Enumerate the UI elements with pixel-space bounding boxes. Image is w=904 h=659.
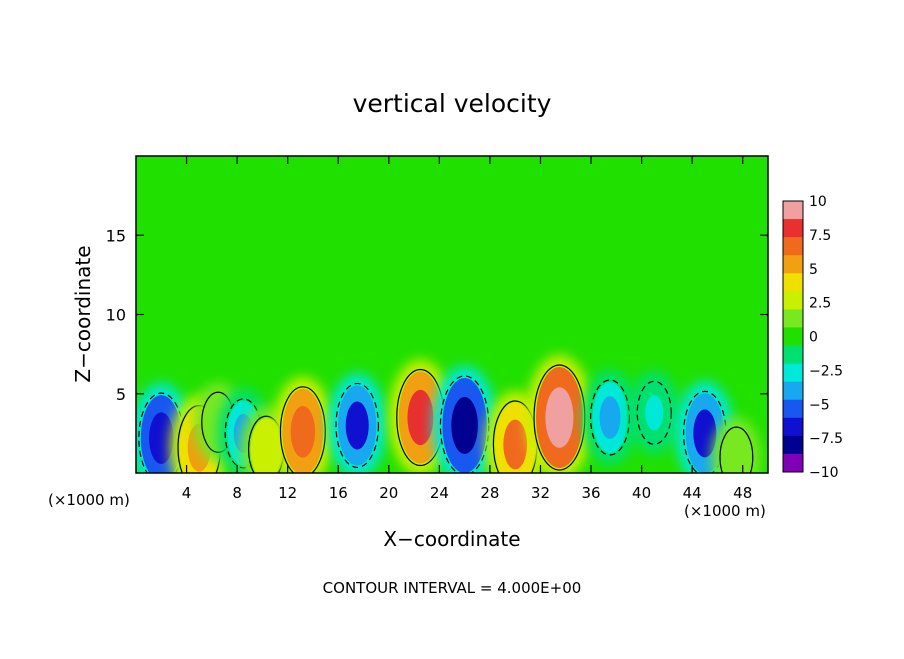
x-tick-label: 12 — [278, 484, 297, 502]
colorbar: 10 7.5 5 2.5 0 −2.5 −5 −7.5 −10 — [782, 194, 843, 481]
colorbar-label: 7.5 — [809, 228, 831, 244]
x-tick-label: 4 — [182, 484, 192, 502]
velocity-field — [136, 355, 761, 473]
colorbar-swatch — [783, 237, 803, 256]
x-tick-label: 16 — [329, 484, 348, 502]
contour-line — [636, 380, 672, 445]
velocity-cell-core — [451, 396, 478, 454]
velocity-cell — [712, 417, 761, 473]
colorbar-label: −7.5 — [809, 431, 843, 447]
colorbar-swatch — [783, 219, 803, 238]
velocity-cell-core — [503, 419, 528, 470]
velocity-cell — [485, 390, 545, 473]
contour-line — [589, 379, 630, 456]
contour-line — [279, 386, 326, 473]
x-tick-label: 8 — [232, 484, 242, 502]
contour-line — [719, 426, 754, 473]
colorbar-swatch — [783, 417, 803, 437]
velocity-cell-core — [407, 389, 434, 446]
colorbar-swatch — [783, 381, 803, 401]
colorbar-swatch — [783, 345, 803, 365]
plot-area — [136, 156, 768, 473]
x-axis: 4 8 12 16 20 24 28 32 36 40 44 48 — [182, 156, 752, 502]
colorbar-label: 0 — [809, 330, 818, 346]
y-tick-label: 15 — [106, 226, 126, 245]
colorbar-swatch — [783, 291, 803, 310]
colorbar-label: −5 — [809, 397, 830, 413]
colorbar-swatch — [783, 255, 803, 274]
velocity-cell-core — [599, 396, 621, 439]
x-tick-label: 24 — [430, 484, 449, 502]
velocity-cell-core — [149, 412, 174, 464]
colorbar-swatch — [783, 327, 803, 347]
colorbar-swatch — [783, 435, 803, 455]
velocity-cell-core — [693, 409, 717, 458]
velocity-cell — [272, 376, 334, 473]
y-tick-label: 10 — [106, 306, 126, 325]
chart-title: vertical velocity — [353, 89, 552, 118]
x-axis-label: X−coordinate — [383, 527, 520, 551]
velocity-cell-core — [256, 430, 276, 468]
velocity-cell-core — [727, 440, 746, 473]
velocity-cell — [582, 370, 638, 466]
contour-line — [335, 382, 380, 469]
velocity-cell-core — [290, 405, 316, 458]
contour-interval-footer: CONTOUR INTERVAL = 4.000E+00 — [323, 579, 582, 597]
colorbar-label: −2.5 — [809, 363, 843, 379]
velocity-cell-core — [345, 401, 369, 450]
colorbar-label: 2.5 — [809, 296, 831, 312]
colorbar-label: 10 — [809, 194, 827, 210]
colorbar-swatch — [783, 453, 803, 473]
colorbar-label: −10 — [809, 465, 839, 481]
x-tick-label: 48 — [733, 484, 752, 502]
velocity-cell — [432, 365, 497, 473]
colorbar-label: 5 — [809, 262, 818, 278]
velocity-cell — [328, 373, 387, 473]
x-tick-label: 32 — [531, 484, 550, 502]
velocity-cell — [629, 371, 680, 455]
x-tick-label: 36 — [581, 484, 600, 502]
x-unit-right: (×1000 m) — [684, 502, 766, 520]
x-unit-left: (×1000 m) — [48, 491, 130, 509]
y-axis-label: Z−coordinate — [71, 245, 95, 382]
velocity-cell-core — [645, 395, 664, 431]
colorbar-swatch — [783, 399, 803, 419]
velocity-cell — [526, 355, 593, 473]
y-tick-label: 5 — [116, 385, 126, 404]
velocity-cell-core — [545, 387, 574, 448]
x-tick-label: 28 — [480, 484, 499, 502]
colorbar-swatch — [783, 363, 803, 383]
colorbar-swatch — [783, 201, 803, 220]
x-tick-label: 20 — [379, 484, 398, 502]
colorbar-swatch — [783, 309, 803, 328]
colorbar-swatch — [783, 273, 803, 292]
colorbar-frame — [782, 200, 804, 473]
x-tick-label: 40 — [632, 484, 651, 502]
x-tick-label: 44 — [683, 484, 702, 502]
y-axis: 5 10 15 — [106, 226, 768, 404]
